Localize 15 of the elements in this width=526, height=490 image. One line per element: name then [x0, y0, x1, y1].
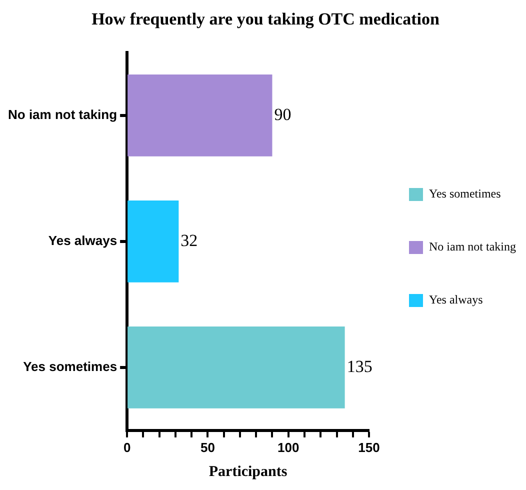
legend-label: Yes always — [429, 292, 484, 307]
x-tick-label: 0 — [123, 440, 131, 455]
legend-label: Yes sometimes — [429, 186, 502, 201]
data-label: 90 — [274, 104, 292, 124]
data-label: 32 — [180, 230, 198, 250]
y-tick-label: No iam not taking — [8, 106, 118, 122]
x-tick-label: 100 — [278, 440, 300, 455]
x-tick-label: 150 — [358, 440, 380, 455]
y-tick-label: Yes always — [48, 232, 118, 248]
legend-label: No iam not taking — [429, 240, 516, 254]
chart-title: How frequently are you taking OTC medication — [92, 10, 440, 29]
y-tick-label: Yes sometimes — [23, 358, 118, 374]
data-label: 135 — [346, 356, 372, 376]
x-axis-title: Participants — [208, 464, 288, 480]
x-tick-label: 50 — [200, 440, 215, 455]
